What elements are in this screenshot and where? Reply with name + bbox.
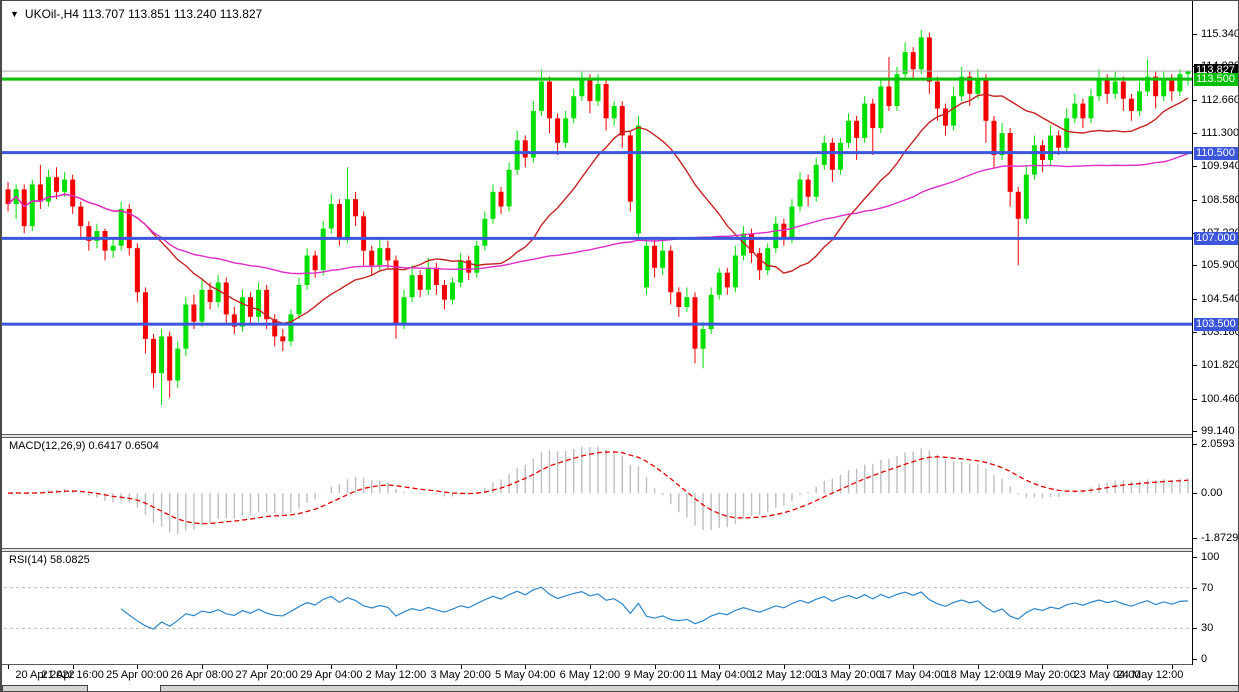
time-axis-tick <box>719 665 721 669</box>
level-price-badge: 113.500 <box>1194 73 1238 87</box>
time-axis-label: 6 May 12:00 <box>559 669 621 681</box>
macd-axis-label: 0.00 <box>1201 487 1223 500</box>
time-axis-label: 11 May 04:00 <box>686 669 753 681</box>
time-axis-tick <box>137 665 139 669</box>
price-axis-tick <box>1193 166 1197 168</box>
time-axis-tick <box>460 665 462 669</box>
time-axis-label: 19 May 20:00 <box>1009 669 1076 681</box>
rsi-label: RSI(14) 58.0825 <box>9 554 90 566</box>
price-axis-label: 99.140 <box>1201 424 1235 437</box>
rsi-axis-tick <box>1193 557 1197 558</box>
macd-axis-tick <box>1193 537 1197 539</box>
pane-separator-macd-rsi[interactable] <box>2 548 1238 552</box>
time-axis-tick <box>395 665 397 669</box>
price-axis-tick <box>1193 430 1197 432</box>
price-axis-tick <box>1193 199 1197 201</box>
level-price-badge: 110.500 <box>1194 146 1238 160</box>
rsi-axis-tick <box>1193 628 1197 630</box>
symbol-dropdown-icon[interactable]: ▼ <box>10 9 19 19</box>
price-axis-label: 108.580 <box>1201 193 1239 206</box>
price-axis-label: 104.540 <box>1201 292 1239 305</box>
time-axis-tick <box>8 665 10 669</box>
time-axis-label: 27 Apr 20:00 <box>235 669 298 681</box>
time-axis-label: 18 May 12:00 <box>944 669 1012 681</box>
time-axis-label: 3 May 20:00 <box>430 669 491 681</box>
rsi-axis-tick <box>1193 659 1197 660</box>
pane-separator-main-macd[interactable] <box>2 434 1238 438</box>
time-axis-tick <box>266 665 268 669</box>
time-axis-label: 5 May 04:00 <box>494 669 556 681</box>
time-axis-tick <box>848 665 850 669</box>
price-axis-label: 101.820 <box>1201 359 1239 372</box>
time-axis-tick <box>331 665 333 669</box>
time-axis-tick <box>913 665 915 669</box>
chart-title-bar[interactable]: ▼ UKOil-,H4 113.707 113.851 113.240 113.8… <box>10 7 262 21</box>
macd-axis-tick <box>1193 443 1197 445</box>
axis-top-border <box>2 664 1238 665</box>
time-axis[interactable]: 20 Apr 2022 21 Apr 16:00 25 Apr 00:00 26 Ap… <box>2 665 1238 685</box>
macd-axis-label: 2.0593 <box>1201 437 1235 450</box>
time-axis-label: 9 May 20:00 <box>624 669 685 681</box>
time-axis-label: 25 Apr 00:00 <box>106 669 169 681</box>
time-axis-tick <box>783 665 785 669</box>
rsi-axis-label: 0 <box>1201 653 1208 665</box>
time-axis-tick <box>525 665 527 669</box>
price-axis-label: 105.900 <box>1201 259 1239 272</box>
price-axis-tick <box>1193 331 1197 333</box>
time-axis-tick <box>589 665 591 669</box>
price-axis-label: 100.460 <box>1201 392 1239 405</box>
time-axis-label: 12 May 12:00 <box>750 669 818 681</box>
time-axis-label: 23 May 04:00 <box>1073 669 1141 681</box>
price-axis-label: 115.340 <box>1201 28 1239 40</box>
macd-axis-tick <box>1193 493 1197 495</box>
time-axis-tick <box>1107 665 1109 669</box>
price-axis-label: 112.660 <box>1201 93 1239 106</box>
price-axis-label: 109.940 <box>1201 160 1239 173</box>
bottom-bar-segment <box>160 685 1238 691</box>
price-axis-tick <box>1193 34 1197 35</box>
time-axis-tick <box>654 665 656 669</box>
time-axis-tick <box>202 665 203 669</box>
price-axis-tick <box>1193 99 1197 101</box>
price-scale[interactable]: 115.340114.020112.660111.300109.940108.5… <box>1192 1 1239 665</box>
price-axis-tick <box>1193 365 1197 367</box>
price-axis-tick <box>1193 398 1197 400</box>
time-axis-label: 17 May 04:00 <box>879 669 947 681</box>
time-axis-label: 29 Apr 04:00 <box>300 669 363 681</box>
rsi-axis-tick <box>1193 587 1197 589</box>
time-axis-tick <box>1171 665 1173 669</box>
time-axis-label: 24 May 12:00 <box>1116 669 1184 681</box>
bottom-strip <box>2 685 1238 691</box>
time-axis-tick <box>977 665 979 669</box>
macd-axis-label: -1.8729 <box>1201 531 1239 544</box>
rsi-axis-label: 70 <box>1201 581 1214 594</box>
time-axis-label: 21 Apr 16:00 <box>41 669 104 681</box>
time-axis-label: 13 May 20:00 <box>815 669 882 681</box>
time-axis-tick <box>1042 665 1044 669</box>
macd-label: MACD(12,26,9) 0.6417 0.6504 <box>9 440 159 452</box>
bottom-tab-segment[interactable] <box>2 685 88 691</box>
time-axis-label: 26 Apr 08:00 <box>170 669 234 681</box>
rsi-axis-label: 30 <box>1201 622 1214 635</box>
price-axis-tick <box>1193 265 1197 267</box>
rsi-axis-label: 100 <box>1201 551 1220 563</box>
price-axis-label: 111.300 <box>1201 127 1239 139</box>
time-axis-label: 20 Apr 2022 <box>15 669 75 681</box>
time-axis-label: 2 May 12:00 <box>365 669 427 681</box>
time-axis-tick <box>72 665 74 669</box>
level-price-badge: 103.500 <box>1194 318 1238 332</box>
chart-title: UKOil-,H4 113.707 113.851 113.240 113.82… <box>24 7 263 21</box>
price-axis-tick <box>1193 133 1197 134</box>
price-axis-tick <box>1193 298 1197 300</box>
level-price-badge: 107.000 <box>1194 232 1238 246</box>
